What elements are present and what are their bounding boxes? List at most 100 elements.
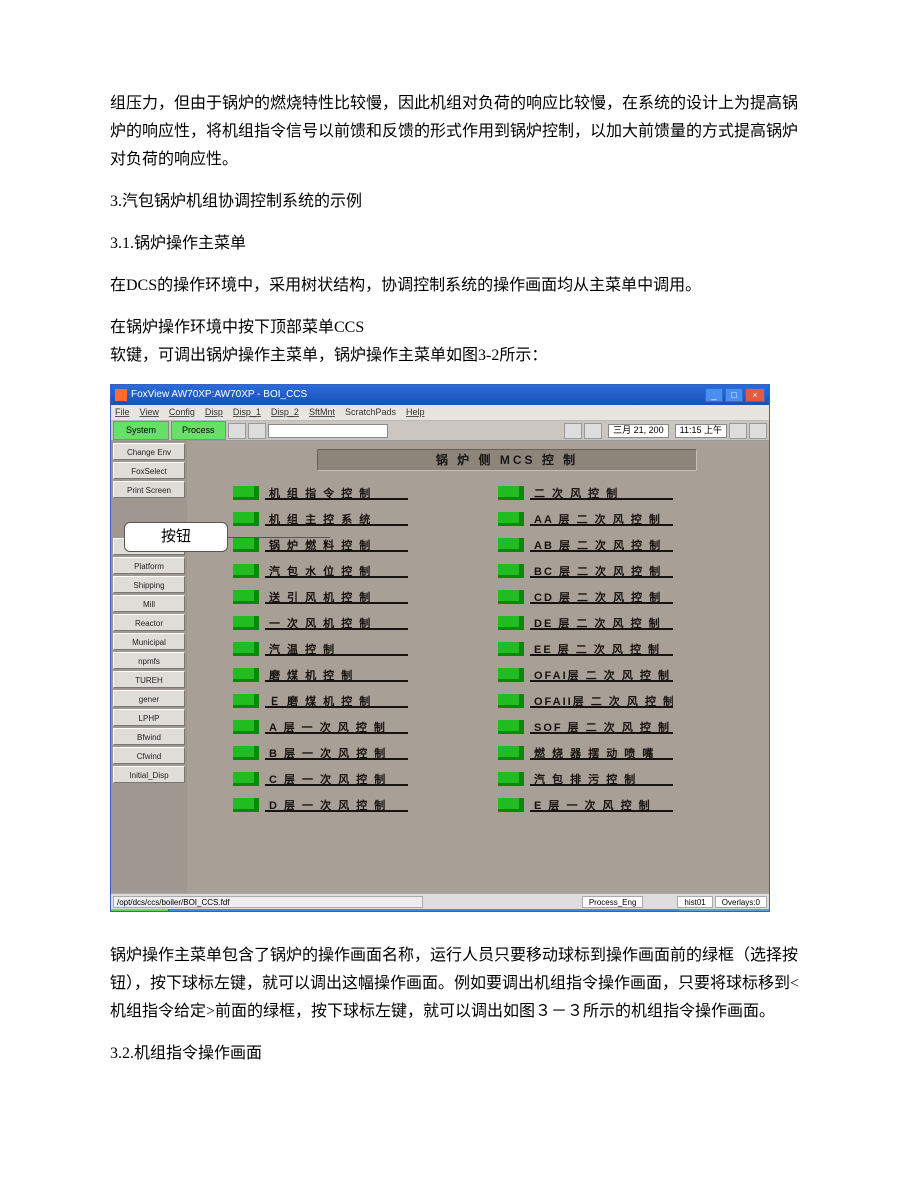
system-tray[interactable]: 11:15 xyxy=(679,909,769,912)
sidebar-foxselect[interactable]: FoxSelect xyxy=(113,462,185,479)
menu-row: 送 引 风 机 控 制 xyxy=(233,589,408,604)
select-button[interactable] xyxy=(233,642,259,656)
window-titlebar[interactable]: FoxView AW70XP:AW70XP - BOI_CCS _ □ × xyxy=(111,385,769,405)
menu-config[interactable]: Config xyxy=(169,405,195,421)
system-button[interactable]: System xyxy=(113,421,169,441)
menu-row: 汽 包 排 污 控 制 xyxy=(498,771,673,786)
select-button[interactable] xyxy=(498,512,524,526)
canvas: 锅 炉 侧 MCS 控 制 机 组 指 令 控 制机 组 主 控 系 统锅 炉 … xyxy=(187,441,769,893)
select-button[interactable] xyxy=(233,746,259,760)
select-button[interactable] xyxy=(498,720,524,734)
menu-scratchpads[interactable]: ScratchPads xyxy=(345,405,396,421)
heading-3-1: 3.1.锅炉操作主菜单 xyxy=(110,230,810,258)
menu-file[interactable]: File xyxy=(115,405,130,421)
task-foxpanels[interactable]: FoxPanels xyxy=(230,911,299,912)
menu-item-label: B 层 一 次 风 控 制 xyxy=(265,745,408,760)
toolbar-btn-4[interactable] xyxy=(584,423,602,439)
task-bmp[interactable]: bmp xyxy=(463,911,510,912)
paragraph: 锅炉操作主菜单包含了锅炉的操作画面名称，运行人员只要移动球标到操作画面前的绿框（… xyxy=(110,942,810,1026)
select-button[interactable] xyxy=(498,642,524,656)
menu-disp[interactable]: Disp xyxy=(205,405,223,421)
heading-3-2: 3.2.机组指令操作画面 xyxy=(110,1040,810,1068)
menu-row: 汽 包 水 位 控 制 xyxy=(233,563,408,578)
menu-item-label: 汽 温 控 制 xyxy=(265,641,408,656)
sidebar-npmfs[interactable]: npmfs xyxy=(113,652,185,669)
menu-item-label: CD 层 二 次 风 控 制 xyxy=(530,589,673,604)
toolbar-field[interactable] xyxy=(268,424,388,438)
start-button[interactable]: 开始 xyxy=(111,909,169,912)
select-button[interactable] xyxy=(233,538,259,552)
process-button[interactable]: Process xyxy=(171,421,226,441)
menu-view[interactable]: View xyxy=(140,405,159,421)
select-button[interactable] xyxy=(498,616,524,630)
menu-item-label: BC 层 二 次 风 控 制 xyxy=(530,563,673,578)
select-button[interactable] xyxy=(233,616,259,630)
select-button[interactable] xyxy=(233,512,259,526)
select-button[interactable] xyxy=(233,486,259,500)
select-button[interactable] xyxy=(233,772,259,786)
sidebar-cfwind[interactable]: Cfwind xyxy=(113,747,185,764)
menu-item-label: 送 引 风 机 控 制 xyxy=(265,589,408,604)
select-button[interactable] xyxy=(498,798,524,812)
task-fw[interactable]: fw - 画图 xyxy=(399,911,461,912)
sidebar-municipal[interactable]: Municipal xyxy=(113,633,185,650)
select-button[interactable] xyxy=(233,668,259,682)
paragraph: 软键，可调出锅炉操作主菜单，锅炉操作主菜单如图3-2所示： xyxy=(110,342,810,370)
menu-item-label: SOF 层 二 次 风 控 制 xyxy=(530,719,673,734)
close-button[interactable]: × xyxy=(745,388,765,402)
toolbar-btn-3[interactable] xyxy=(564,423,582,439)
menu-disp2[interactable]: Disp_2 xyxy=(271,405,299,421)
select-button[interactable] xyxy=(233,720,259,734)
menu-columns: 机 组 指 令 控 制机 组 主 控 系 统锅 炉 燃 料 控 制汽 包 水 位… xyxy=(233,485,673,812)
select-button[interactable] xyxy=(498,668,524,682)
menu-item-label: 二 次 风 控 制 xyxy=(530,485,673,500)
sidebar-bfwind[interactable]: Bfwind xyxy=(113,728,185,745)
sidebar-reactor[interactable]: Reactor xyxy=(113,614,185,631)
screenshot-figure: 按钮 FoxView AW70XP:AW70XP - BOI_CCS _ □ ×… xyxy=(110,384,810,912)
sidebar-initial-disp[interactable]: Initial_Disp xyxy=(113,766,185,783)
sidebar-gener[interactable]: gener xyxy=(113,690,185,707)
select-button[interactable] xyxy=(498,486,524,500)
toolbar: System Process 三月 21, 200 11:15 上午 xyxy=(111,421,769,441)
menu-row: OFAI层 二 次 风 控 制 xyxy=(498,667,673,682)
select-button[interactable] xyxy=(498,746,524,760)
select-button[interactable] xyxy=(498,694,524,708)
sidebar-change-env[interactable]: Change Env xyxy=(113,443,185,460)
app-window: FoxView AW70XP:AW70XP - BOI_CCS _ □ × Fi… xyxy=(110,384,770,912)
select-button[interactable] xyxy=(233,694,259,708)
sidebar-tureh[interactable]: TUREH xyxy=(113,671,185,688)
start-label: 开始 xyxy=(130,911,148,912)
select-button[interactable] xyxy=(498,538,524,552)
toolbar-btn-6[interactable] xyxy=(749,423,767,439)
paragraph: 组压力，但由于锅炉的燃烧特性比较慢，因此机组对负荷的响应比较慢，在系统的设计上为… xyxy=(110,90,810,174)
menu-row: 燃 烧 器 摆 动 喷 嘴 xyxy=(498,745,673,760)
menu-item-label: AB 层 二 次 风 控 制 xyxy=(530,537,673,552)
menu-row: AB 层 二 次 风 控 制 xyxy=(498,537,673,552)
maximize-button[interactable]: □ xyxy=(725,388,743,402)
menu-sftmnt[interactable]: SftMnt xyxy=(309,405,335,421)
menu-row: 磨 煤 机 控 制 xyxy=(233,667,408,682)
menu-row: 机 组 主 控 系 统 xyxy=(233,511,408,526)
menu-help[interactable]: Help xyxy=(406,405,425,421)
window-controls: _ □ × xyxy=(705,388,765,402)
task-foxview[interactable]: FoxView AW70X... xyxy=(300,911,397,912)
menu-item-label: OFAI层 二 次 风 控 制 xyxy=(530,667,673,682)
select-button[interactable] xyxy=(233,590,259,604)
select-button[interactable] xyxy=(498,772,524,786)
menu-disp1[interactable]: Disp_1 xyxy=(233,405,261,421)
sidebar-mill[interactable]: Mill xyxy=(113,595,185,612)
sidebar-shipping[interactable]: Shipping xyxy=(113,576,185,593)
minimize-button[interactable]: _ xyxy=(705,388,723,402)
sidebar-platform[interactable]: Platform xyxy=(113,557,185,574)
select-button[interactable] xyxy=(233,798,259,812)
toolbar-btn-2[interactable] xyxy=(248,423,266,439)
select-button[interactable] xyxy=(498,590,524,604)
sidebar-print-screen[interactable]: Print Screen xyxy=(113,481,185,498)
toolbar-btn-5[interactable] xyxy=(729,423,747,439)
sidebar-lphp[interactable]: LPHP xyxy=(113,709,185,726)
select-button[interactable] xyxy=(498,564,524,578)
callout-label: 按钮 xyxy=(124,522,228,552)
task-exceed[interactable]: Exceed xyxy=(170,911,228,912)
toolbar-btn-1[interactable] xyxy=(228,423,246,439)
select-button[interactable] xyxy=(233,564,259,578)
